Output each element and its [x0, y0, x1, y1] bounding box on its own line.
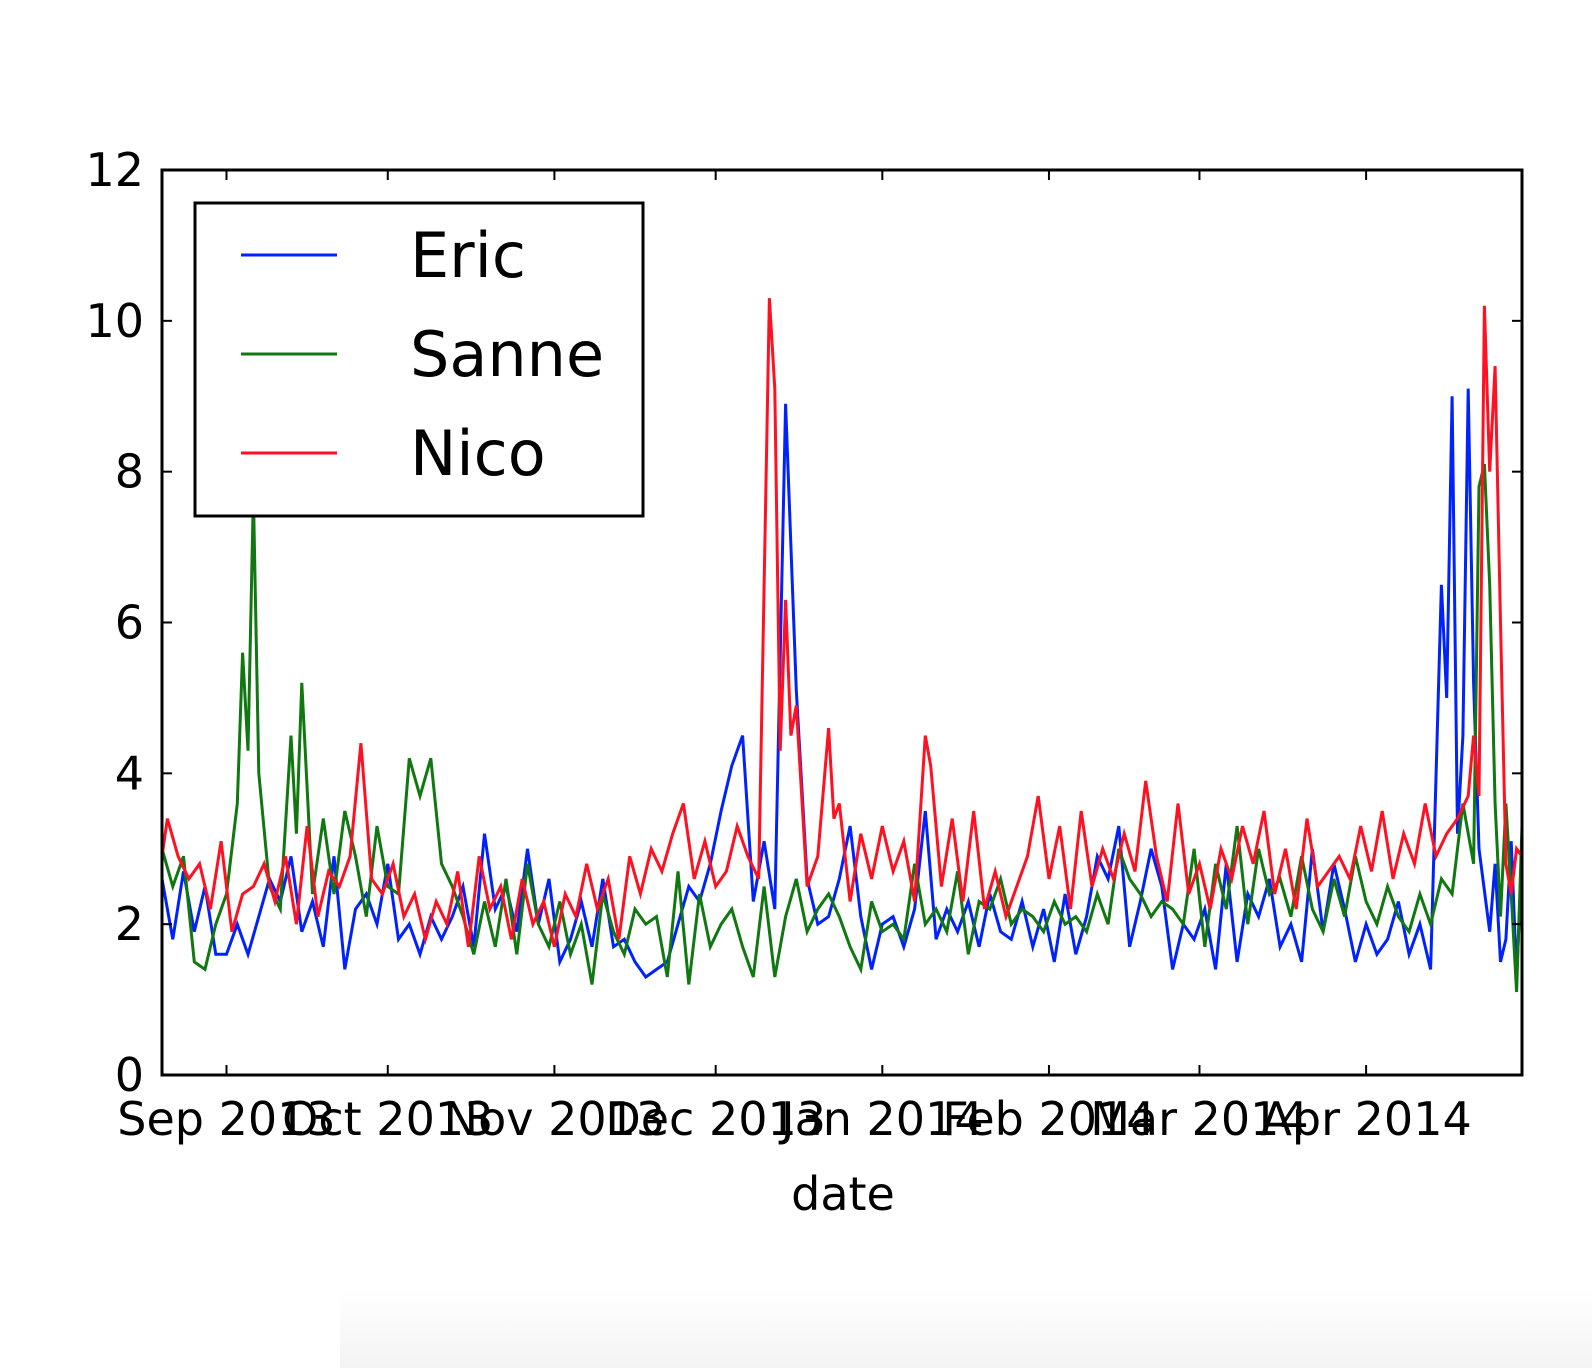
- series-layer: [160, 298, 1524, 993]
- legend-label-nico: Nico: [410, 417, 546, 490]
- x-tick-label: Apr 2014: [1260, 1092, 1471, 1146]
- series-line-nico: [160, 298, 1524, 948]
- y-tick-label: 2: [115, 897, 144, 951]
- legend-label-eric: Eric: [410, 219, 526, 292]
- x-tick-label: Nov 2013: [444, 1092, 665, 1146]
- x-tick-label: Jan 2014: [778, 1092, 984, 1146]
- series-line-eric: [160, 388, 1524, 980]
- ticks-layer: [162, 169, 1522, 1076]
- plot-frame: [160, 168, 1524, 1077]
- y-tick-label: 4: [115, 746, 144, 800]
- x-tick-label: Dec 2013: [605, 1092, 826, 1146]
- legend-label-sanne: Sanne: [410, 318, 604, 391]
- x-tick-label: Sep 2013: [117, 1092, 335, 1146]
- x-tick-label: Mar 2014: [1090, 1092, 1308, 1146]
- x-tick-label: Oct 2013: [282, 1092, 493, 1146]
- y-tick-label: 0: [115, 1048, 144, 1102]
- screen-shadow: [340, 1290, 1592, 1368]
- series-line-sanne: [160, 463, 1524, 993]
- x-tick-label: Feb 2014: [942, 1092, 1155, 1146]
- y-tick-label: 8: [115, 445, 144, 499]
- y-tick-label: 12: [85, 143, 144, 197]
- legend: Eric Sanne Nico: [193, 201, 645, 518]
- y-tick-label: 6: [115, 596, 144, 650]
- y-tick-label: 10: [85, 294, 144, 348]
- x-axis-label: date: [791, 1167, 895, 1221]
